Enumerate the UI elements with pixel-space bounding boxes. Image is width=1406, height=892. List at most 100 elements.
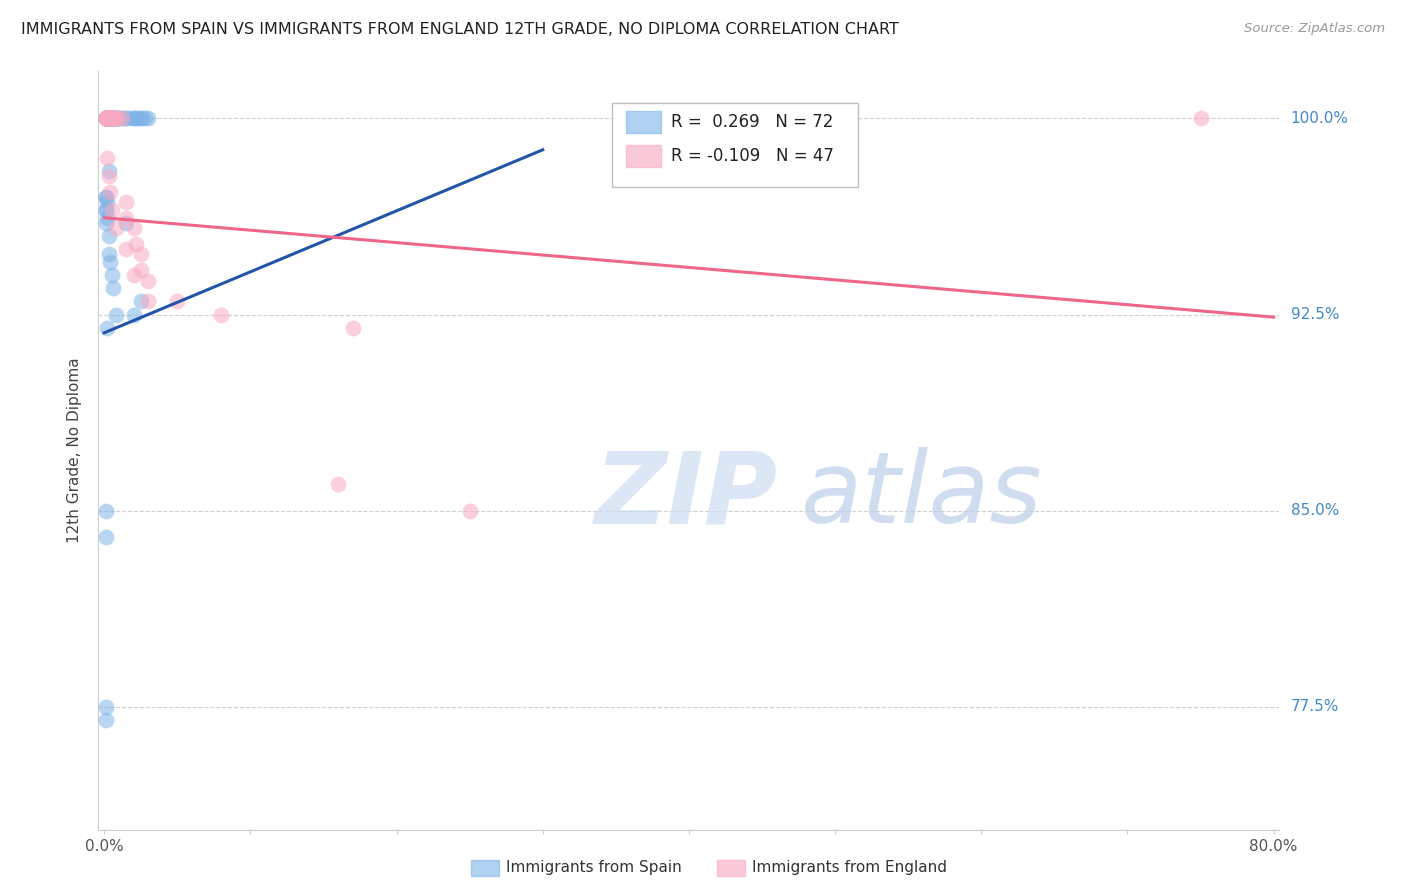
Point <box>94 112 117 126</box>
Point <box>96 195 118 210</box>
Point <box>115 195 138 210</box>
Point <box>96 112 118 126</box>
Point <box>101 112 124 126</box>
Text: ZIP: ZIP <box>595 448 778 544</box>
Point <box>115 211 138 225</box>
Point <box>115 242 138 256</box>
Point <box>104 221 127 235</box>
Point <box>107 112 129 126</box>
Point <box>100 112 122 126</box>
Point <box>104 112 127 126</box>
Point <box>122 268 145 283</box>
Point <box>97 169 120 183</box>
Point <box>97 163 120 178</box>
Point <box>94 112 117 126</box>
Point <box>96 320 118 334</box>
Point <box>94 216 117 230</box>
Point <box>94 190 117 204</box>
Point <box>129 263 152 277</box>
Point <box>100 268 122 283</box>
Point <box>136 112 159 126</box>
Point <box>458 503 481 517</box>
Point <box>166 294 188 309</box>
Text: IMMIGRANTS FROM SPAIN VS IMMIGRANTS FROM ENGLAND 12TH GRADE, NO DIPLOMA CORRELAT: IMMIGRANTS FROM SPAIN VS IMMIGRANTS FROM… <box>21 22 898 37</box>
Point <box>100 112 122 126</box>
Point <box>129 112 152 126</box>
Point <box>103 112 125 126</box>
Point <box>108 112 131 126</box>
Point <box>122 221 145 235</box>
Text: Immigrants from England: Immigrants from England <box>752 861 948 875</box>
Point <box>94 112 117 126</box>
Point <box>96 211 118 225</box>
Point <box>96 151 118 165</box>
Point <box>98 112 121 126</box>
Text: 100.0%: 100.0% <box>1291 111 1348 126</box>
Point <box>136 294 159 309</box>
Text: R =  0.269   N = 72: R = 0.269 N = 72 <box>671 113 832 131</box>
Point <box>97 112 120 126</box>
Point <box>96 112 118 126</box>
Point <box>96 112 118 126</box>
Point <box>209 308 232 322</box>
Point <box>326 477 349 491</box>
Point <box>97 112 120 126</box>
Point <box>97 112 120 126</box>
Text: 85.0%: 85.0% <box>1291 503 1339 518</box>
Point <box>94 112 117 126</box>
Point <box>129 247 152 261</box>
Point <box>115 216 138 230</box>
Point <box>96 112 118 126</box>
Point <box>94 112 117 126</box>
Point <box>136 273 159 287</box>
Point <box>94 713 117 727</box>
Point <box>94 112 117 126</box>
Point <box>96 112 118 126</box>
Point <box>94 112 117 126</box>
Point <box>342 320 364 334</box>
Point <box>108 112 131 126</box>
Point <box>98 112 121 126</box>
Point <box>94 112 117 126</box>
Point <box>96 112 118 126</box>
Point <box>96 112 118 126</box>
Point <box>94 699 117 714</box>
Point <box>115 112 138 126</box>
Point <box>96 112 118 126</box>
Point <box>94 190 117 204</box>
Text: R = -0.109   N = 47: R = -0.109 N = 47 <box>671 147 834 165</box>
Text: 92.5%: 92.5% <box>1291 307 1339 322</box>
Text: Source: ZipAtlas.com: Source: ZipAtlas.com <box>1244 22 1385 36</box>
Point <box>98 112 121 126</box>
Point <box>97 112 120 126</box>
Y-axis label: 12th Grade, No Diploma: 12th Grade, No Diploma <box>67 358 83 543</box>
Text: 77.5%: 77.5% <box>1291 699 1339 714</box>
Point <box>111 112 134 126</box>
Point <box>94 112 117 126</box>
Point <box>96 112 118 126</box>
Point <box>115 112 138 126</box>
Point <box>94 112 117 126</box>
Point <box>122 112 145 126</box>
Point <box>129 112 152 126</box>
Point <box>94 112 117 126</box>
Point <box>97 229 120 244</box>
Point <box>125 112 148 126</box>
Point <box>103 112 125 126</box>
Point <box>100 112 122 126</box>
Point <box>98 255 121 269</box>
Point <box>94 112 117 126</box>
Point <box>101 112 124 126</box>
Point <box>97 112 120 126</box>
Point <box>94 202 117 217</box>
Point <box>101 112 124 126</box>
Point <box>100 202 122 217</box>
Point <box>100 112 122 126</box>
Point <box>111 112 134 126</box>
Point <box>97 112 120 126</box>
Point <box>122 308 145 322</box>
Point <box>98 112 121 126</box>
Point <box>94 112 117 126</box>
Point <box>104 112 127 126</box>
Text: Immigrants from Spain: Immigrants from Spain <box>506 861 682 875</box>
